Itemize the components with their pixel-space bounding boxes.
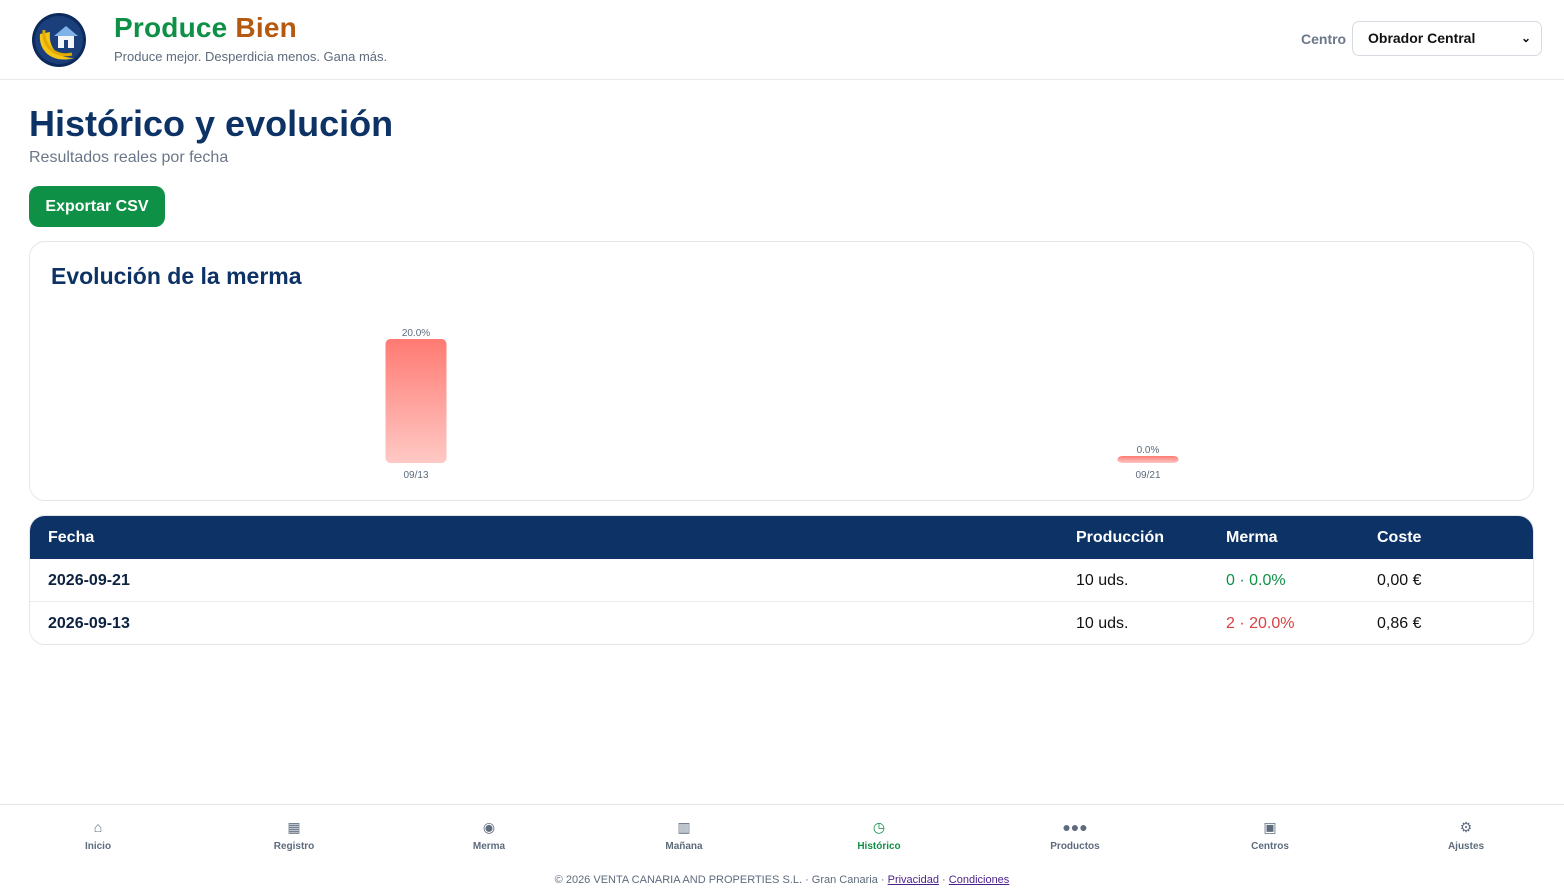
table-row: 2026-09-13 10 uds. 2 · 20.0% 0,86 € — [30, 602, 1533, 644]
chart-value-label: 20.0% — [402, 328, 430, 339]
building-icon: ▣ — [1263, 819, 1277, 835]
header-coste: Coste — [1377, 529, 1422, 546]
nav-label: Inicio — [84, 841, 112, 852]
privacy-link[interactable]: Privacidad — [887, 874, 939, 886]
nav-item-productos[interactable]: ●●● Productos — [977, 805, 1173, 869]
nav-item-centros[interactable]: ▣ Centros — [1172, 805, 1368, 869]
chart-card: Evolución de la merma 20.0% 09/13 0.0% 09/2… — [29, 241, 1534, 501]
nav-item-historico[interactable]: ◷ Histórico — [781, 805, 977, 869]
clock-icon: ◷ — [872, 819, 886, 835]
nav-label: Centros — [1251, 841, 1289, 852]
centro-label: Centro — [1301, 31, 1347, 47]
nav-label: Ajustes — [1447, 841, 1485, 852]
bottom-nav: ⌂ Inicio ▦ Registro ◉ Merma ▥ Mañana ◷ H… — [0, 804, 1564, 868]
chart-bar-09-13 — [385, 339, 447, 463]
nav-item-inicio[interactable]: ⌂ Inicio — [0, 805, 196, 869]
brand-title: Produce Bien — [114, 12, 297, 44]
chart-tick-label: 09/21 — [1135, 470, 1160, 481]
logo-icon — [32, 13, 86, 67]
table-header: Fecha Producción Merma Coste — [30, 516, 1533, 559]
cell-produccion: 10 uds. — [1076, 572, 1129, 589]
footer: © 2026 VENTA CANARIA AND PROPERTIES S.L.… — [0, 874, 1564, 886]
export-csv-button[interactable]: Exportar CSV — [29, 186, 165, 227]
nav-label: Productos — [1050, 841, 1100, 852]
nav-item-ajustes[interactable]: ⚙ Ajustes — [1368, 805, 1564, 869]
target-icon: ◉ — [482, 819, 496, 835]
cell-merma: 2 · 20.0% — [1226, 615, 1295, 632]
history-table: Fecha Producción Merma Coste 2026-09-21 … — [29, 515, 1534, 645]
centro-select[interactable]: Obrador Central ⌄ — [1352, 21, 1542, 56]
cell-produccion: 10 uds. — [1076, 615, 1129, 632]
cell-fecha: 2026-09-21 — [48, 572, 130, 589]
chevron-down-icon: ⌄ — [1520, 31, 1531, 45]
calendar-icon: ▥ — [677, 819, 691, 835]
brand-word-bien: Bien — [235, 12, 297, 43]
chart-title: Evolución de la merma — [51, 263, 302, 289]
page-subtitle: Resultados reales por fecha — [29, 149, 229, 166]
footer-separator: · — [942, 874, 946, 886]
nav-label: Mañana — [665, 841, 703, 852]
nav-label: Registro — [273, 841, 315, 852]
brand-word-produce: Produce — [114, 12, 228, 43]
app-header: Produce Bien Produce mejor. Desperdicia … — [0, 0, 1564, 80]
header-merma: Merma — [1226, 529, 1278, 546]
grid-icon: ▦ — [287, 819, 301, 835]
page-title: Histórico y evolución — [29, 103, 394, 144]
cell-merma: 0 · 0.0% — [1226, 572, 1286, 589]
nav-item-manana[interactable]: ▥ Mañana — [586, 805, 782, 869]
nav-label: Merma — [472, 841, 506, 852]
home-icon: ⌂ — [93, 819, 103, 835]
nav-item-registro[interactable]: ▦ Registro — [196, 805, 392, 869]
nav-label: Histórico — [857, 841, 901, 852]
nav-item-merma[interactable]: ◉ Merma — [391, 805, 587, 869]
centro-selected-value: Obrador Central — [1368, 30, 1476, 46]
chart-value-label: 0.0% — [1137, 445, 1160, 456]
header-fecha: Fecha — [48, 529, 95, 546]
dots-icon: ●●● — [1062, 819, 1088, 835]
header-produccion: Producción — [1076, 529, 1165, 546]
chart-bar-09-21 — [1117, 456, 1179, 463]
brand-tagline: Produce mejor. Desperdicia menos. Gana m… — [114, 49, 388, 64]
footer-copyright: © 2026 VENTA CANARIA AND PROPERTIES S.L.… — [554, 874, 885, 886]
gear-icon: ⚙ — [1459, 819, 1473, 835]
merma-bar-chart: 20.0% 09/13 0.0% 09/21 — [385, 328, 1179, 481]
cell-coste: 0,86 € — [1377, 615, 1422, 632]
table-row: 2026-09-21 10 uds. 0 · 0.0% 0,00 € — [30, 559, 1533, 602]
terms-link[interactable]: Condiciones — [948, 874, 1010, 886]
chart-tick-label: 09/13 — [403, 470, 428, 481]
cell-coste: 0,00 € — [1377, 572, 1422, 589]
cell-fecha: 2026-09-13 — [48, 615, 130, 632]
